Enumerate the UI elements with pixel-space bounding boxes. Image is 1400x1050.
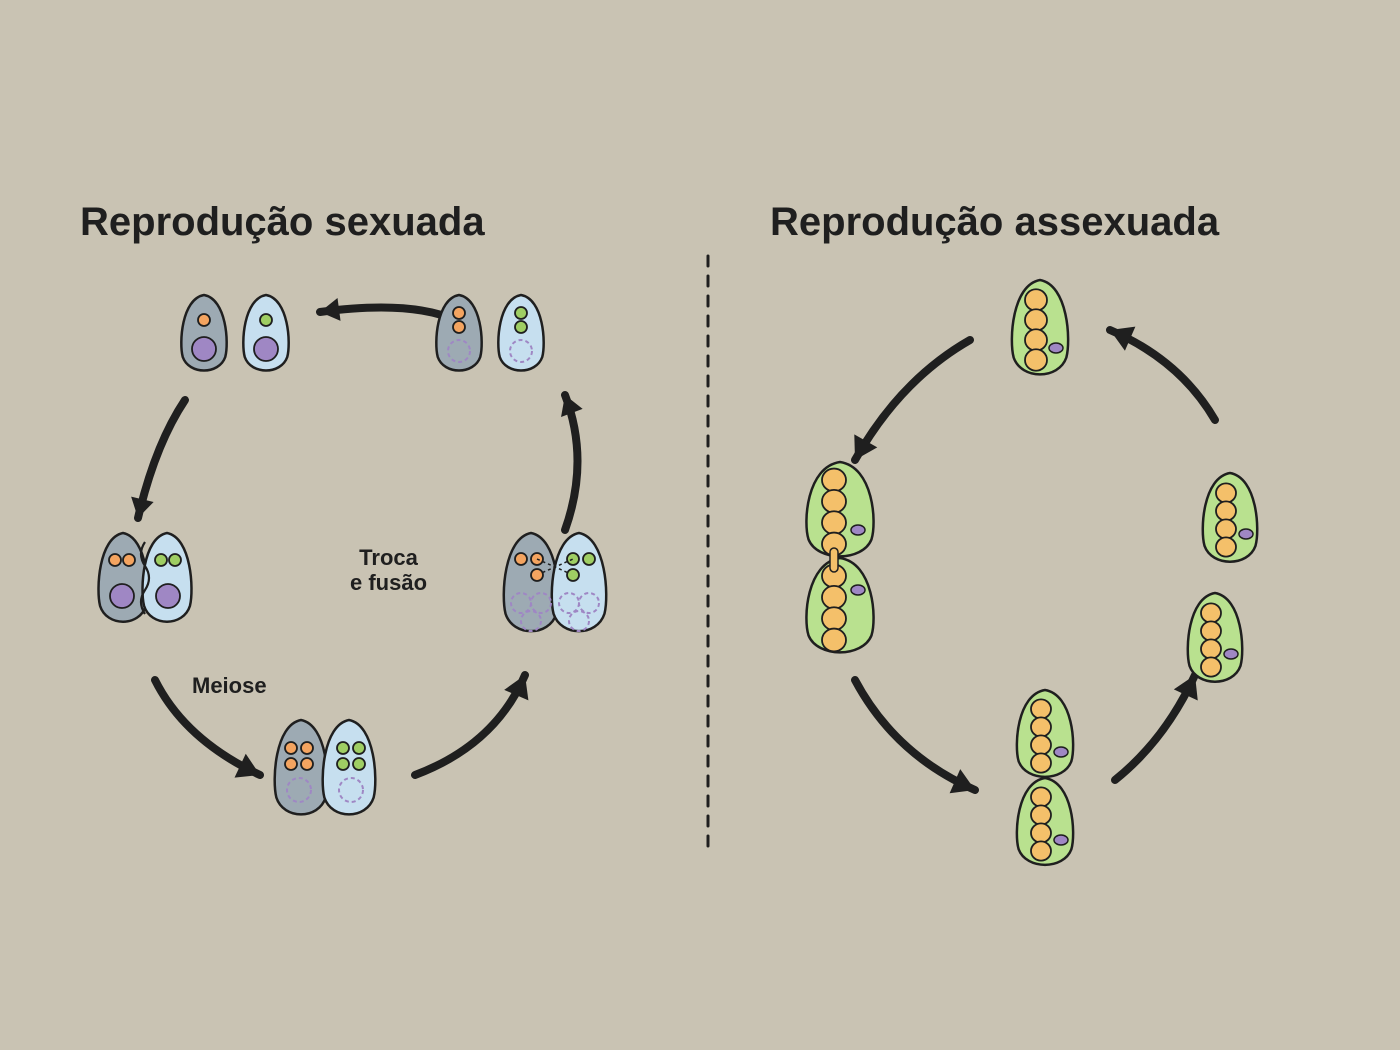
label-meiose: Meiose xyxy=(192,673,267,699)
title-sexual: Reprodução sexuada xyxy=(80,200,485,245)
diagram-svg xyxy=(0,0,1400,1050)
title-asexual: Reprodução assexuada xyxy=(770,200,1219,245)
label-troca: Troca e fusão xyxy=(350,545,427,596)
